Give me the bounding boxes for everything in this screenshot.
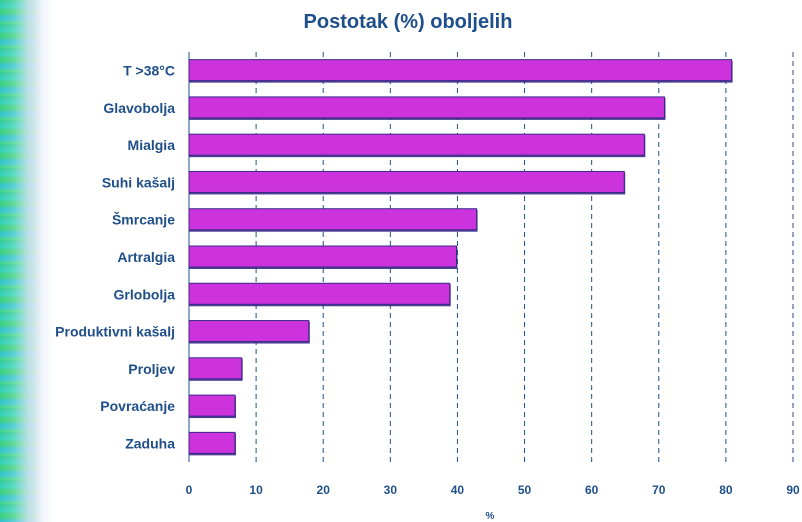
x-tick-label: 50 xyxy=(518,483,532,497)
category-label: Zaduha xyxy=(125,435,175,451)
bar xyxy=(188,245,457,268)
chart-title: Postotak (%) oboljelih xyxy=(304,11,513,33)
category-label: T >38°C xyxy=(123,63,175,79)
bar xyxy=(188,170,625,193)
x-tick-label: 60 xyxy=(585,483,599,497)
bar xyxy=(188,96,665,119)
category-label: Glavobolja xyxy=(103,100,175,116)
bar xyxy=(188,394,236,417)
tick-label-layer: 0 10 20 30 40 50 60 70 80 90 xyxy=(186,483,800,497)
x-axis-title: % xyxy=(486,511,495,522)
category-label: Produktivni kašalj xyxy=(55,324,175,340)
bar xyxy=(188,208,478,231)
decorative-side-fade xyxy=(14,0,54,522)
bar xyxy=(188,357,243,380)
bar xyxy=(188,431,236,454)
category-label: Mialgia xyxy=(128,137,176,153)
category-label: Artralgia xyxy=(117,249,175,265)
x-tick-label: 0 xyxy=(186,483,193,497)
category-label: Šmrcanje xyxy=(112,211,175,228)
bar-layer xyxy=(188,59,733,456)
category-label: Povraćanje xyxy=(100,398,175,414)
x-tick-label: 90 xyxy=(786,483,800,497)
bar xyxy=(188,320,310,343)
bar xyxy=(188,133,645,156)
category-label: Suhi kašalj xyxy=(102,174,175,190)
x-tick-label: 40 xyxy=(451,483,465,497)
x-tick-label: 80 xyxy=(719,483,733,497)
category-label: Proljev xyxy=(128,361,175,377)
bar xyxy=(188,282,451,305)
x-tick-label: 20 xyxy=(317,483,331,497)
x-tick-label: 70 xyxy=(652,483,666,497)
x-tick-label: 10 xyxy=(249,483,263,497)
category-label: Grlobolja xyxy=(114,286,176,302)
bar xyxy=(188,59,733,82)
category-label-layer: T >38°C Glavobolja Mialgia Suhi kašalj Šmrca… xyxy=(55,63,175,452)
x-tick-label: 30 xyxy=(384,483,398,497)
